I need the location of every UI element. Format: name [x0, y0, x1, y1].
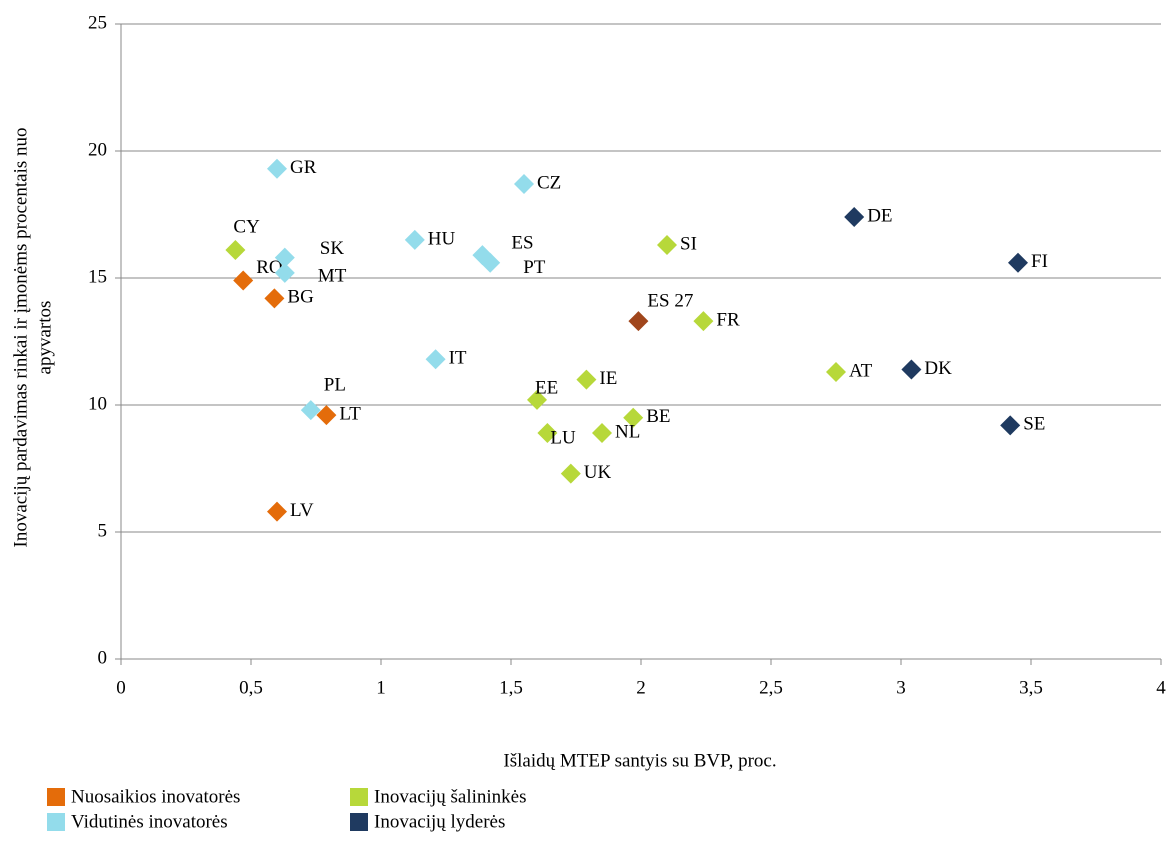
point-label: HU	[428, 228, 456, 249]
point	[472, 245, 493, 266]
point	[425, 349, 446, 370]
point-label: FR	[716, 310, 740, 331]
point	[901, 359, 922, 380]
point-label: DK	[924, 358, 952, 379]
point-label: SE	[1023, 414, 1045, 435]
point	[264, 288, 285, 309]
legend-swatch	[47, 813, 65, 831]
legend-swatch	[47, 788, 65, 806]
legend-label: Inovacijų šalininkės	[374, 786, 527, 807]
point-label: LV	[290, 500, 314, 521]
point-label: SI	[680, 233, 697, 254]
point-label: PT	[523, 257, 546, 278]
x-tick-label: 0	[116, 677, 126, 698]
x-axis-label: Išlaidų MTEP santyis su BVP, proc.	[503, 750, 776, 771]
point	[267, 158, 287, 179]
point	[233, 270, 254, 291]
point-label: MT	[318, 265, 347, 286]
point	[623, 407, 644, 428]
legend-swatch	[350, 788, 368, 806]
point	[300, 400, 321, 421]
y-axis-label: Inovacijų pardavimas rinkai ir įmonėms p…	[10, 128, 31, 548]
point-label: CY	[233, 216, 260, 237]
y-tick-label: 25	[88, 12, 107, 33]
point-label: UK	[584, 462, 612, 483]
point-label: ES	[511, 232, 533, 253]
point	[225, 240, 246, 261]
point-label: BE	[646, 406, 670, 427]
point-label: SK	[320, 238, 345, 259]
point-label: LT	[339, 404, 361, 425]
point	[628, 311, 649, 332]
point-label: IT	[449, 348, 467, 369]
point-label: ES 27	[647, 291, 693, 312]
x-tick-label: 3,5	[1019, 677, 1043, 698]
point	[1000, 415, 1021, 436]
point	[693, 311, 714, 332]
point	[267, 501, 287, 522]
y-tick-label: 0	[98, 647, 108, 668]
point	[1008, 252, 1028, 273]
legend-label: Inovacijų lyderės	[374, 811, 505, 832]
y-axis-label: apyvartos	[34, 301, 55, 375]
y-tick-label: 5	[98, 520, 108, 541]
point	[274, 262, 295, 283]
point-label: GR	[290, 157, 317, 178]
point	[592, 422, 612, 443]
point	[826, 361, 846, 382]
x-tick-label: 1,5	[499, 677, 523, 698]
point	[274, 247, 295, 268]
x-tick-label: 1	[376, 677, 386, 698]
point-label: CZ	[537, 172, 561, 193]
point	[560, 463, 581, 484]
point	[657, 234, 677, 255]
point	[316, 405, 337, 426]
point	[404, 229, 425, 250]
x-tick-label: 3	[896, 677, 906, 698]
point-label: FI	[1031, 251, 1048, 272]
point-label: DE	[867, 205, 892, 226]
point-label: BG	[287, 287, 314, 308]
x-tick-label: 2,5	[759, 677, 783, 698]
x-tick-label: 2	[636, 677, 646, 698]
y-tick-label: 15	[88, 266, 107, 287]
legend-label: Vidutinės inovatorės	[71, 811, 228, 832]
y-tick-label: 20	[88, 139, 107, 160]
point	[514, 174, 534, 195]
point-label: AT	[849, 360, 873, 381]
x-tick-label: 4	[1156, 677, 1166, 698]
y-tick-label: 10	[88, 393, 107, 414]
point	[576, 369, 597, 390]
point-label: NL	[615, 421, 640, 442]
point	[527, 389, 547, 410]
legend-label: Nuosaikios inovatorės	[71, 786, 240, 807]
point-label: IE	[599, 368, 617, 389]
point-label: EE	[535, 377, 558, 398]
point-label: LU	[550, 427, 576, 448]
point	[844, 207, 865, 228]
point-label: PL	[324, 374, 346, 395]
x-tick-label: 0,5	[239, 677, 263, 698]
point	[480, 252, 501, 273]
point	[537, 422, 558, 443]
legend-swatch	[350, 813, 368, 831]
